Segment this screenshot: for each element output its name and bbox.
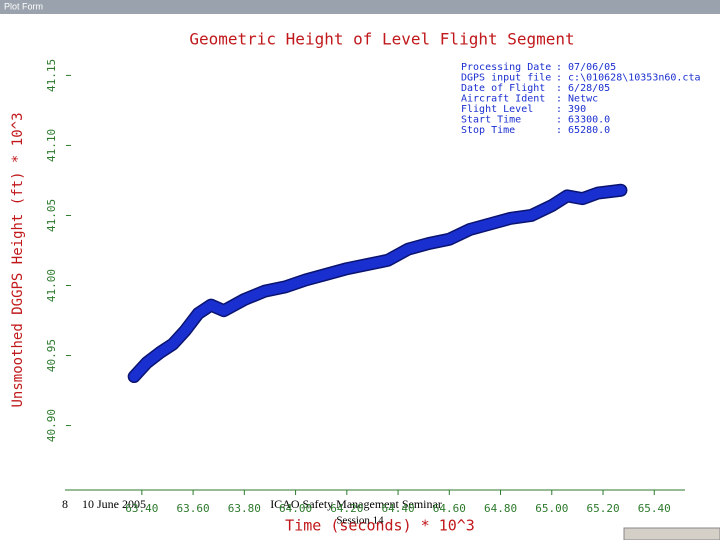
info-label: Start Time bbox=[461, 115, 521, 126]
y-tick-label: 41.10 bbox=[45, 129, 58, 162]
window-title: Plot Form bbox=[4, 1, 43, 11]
x-tick-label: 64.80 bbox=[484, 502, 517, 515]
y-tick-label: 41.15 bbox=[45, 59, 58, 92]
y-tick-label: 40.90 bbox=[45, 409, 58, 442]
data-band-edge bbox=[127, 183, 628, 384]
info-value: : 07/06/05 bbox=[556, 62, 616, 73]
info-label: Aircraft Ident bbox=[461, 94, 545, 105]
x-tick-label: 63.60 bbox=[177, 502, 210, 515]
chart-title: Geometric Height of Level Flight Segment bbox=[189, 30, 574, 49]
info-value: : c:\010628\10353n60.cta bbox=[556, 73, 701, 84]
x-tick-label: 63.40 bbox=[125, 502, 158, 515]
info-label: Flight Level bbox=[461, 104, 533, 115]
x-tick-label: 64.60 bbox=[433, 502, 466, 515]
y-tick-label: 41.05 bbox=[45, 199, 58, 232]
info-value: : 63300.0 bbox=[556, 115, 610, 126]
info-value: : 65280.0 bbox=[556, 125, 610, 136]
info-value: : 390 bbox=[556, 104, 586, 115]
footer-date: 10 June 2005 bbox=[82, 497, 146, 511]
info-label: Date of Flight bbox=[461, 83, 545, 94]
info-label: DGPS input file bbox=[461, 73, 551, 84]
x-tick-label: 64.40 bbox=[381, 502, 414, 515]
x-tick-label: 65.00 bbox=[535, 502, 568, 515]
x-tick-label: 64.00 bbox=[279, 502, 312, 515]
data-line bbox=[129, 185, 626, 382]
y-tick-label: 41.00 bbox=[45, 269, 58, 302]
footer-session: Session 14 bbox=[336, 515, 384, 527]
x-axis-label: Time (seconds) * 10^3 bbox=[285, 517, 475, 535]
y-tick-label: 40.95 bbox=[45, 339, 58, 372]
info-label: Processing Date bbox=[461, 62, 551, 73]
info-value: : Netwc bbox=[556, 94, 598, 105]
info-value: : 6/28/05 bbox=[556, 83, 610, 94]
title-bar bbox=[0, 0, 720, 14]
x-tick-label: 64.20 bbox=[330, 502, 363, 515]
info-label: Stop Time bbox=[461, 125, 515, 136]
x-tick-label: 65.20 bbox=[586, 502, 619, 515]
footer-event: ICAO Safety Management Seminar bbox=[270, 497, 442, 511]
window-corner bbox=[623, 527, 720, 541]
slide-number: 8 bbox=[62, 497, 68, 511]
x-tick-label: 63.80 bbox=[228, 502, 261, 515]
x-tick-label: 65.40 bbox=[638, 502, 671, 515]
y-axis-label: Unsmoothed DGGPS Height (ft) * 10^3 bbox=[10, 112, 26, 407]
